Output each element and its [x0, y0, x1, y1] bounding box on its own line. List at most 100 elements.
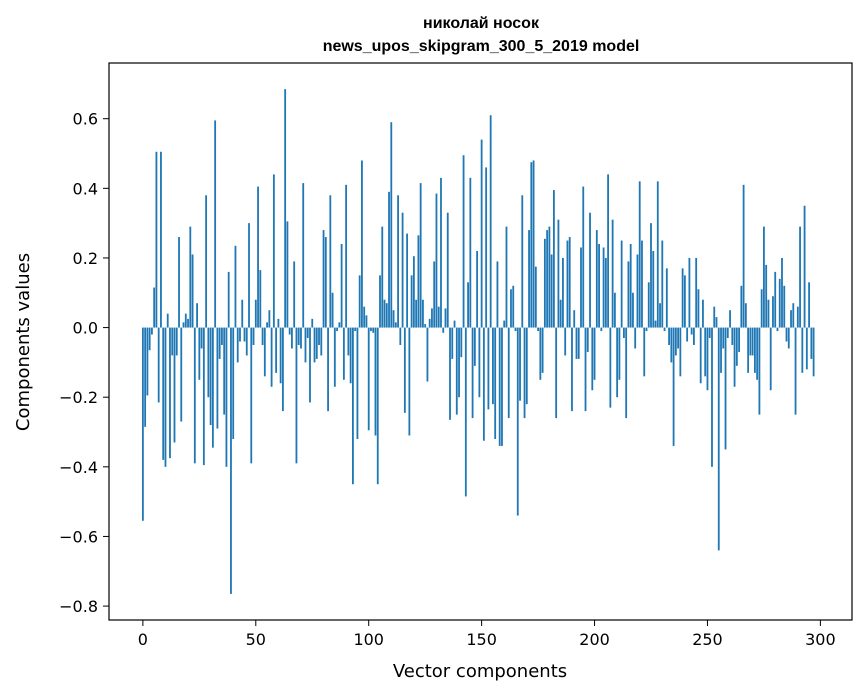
bar [184, 313, 187, 328]
y-tick-label: 0.2 [73, 249, 98, 268]
bar [632, 292, 634, 328]
bar [182, 322, 185, 328]
bar [433, 261, 436, 328]
bar [792, 303, 795, 328]
bar [309, 327, 311, 403]
y-axis-ticks: −0.8 −0.6 −0.4 −0.2 0.0 0.2 0.4 0.6 [59, 110, 109, 616]
bar [198, 327, 201, 380]
bar [424, 324, 427, 328]
bar [595, 230, 598, 328]
bar [609, 327, 612, 408]
bar [620, 240, 623, 328]
bar [659, 303, 661, 328]
bar [363, 306, 366, 328]
bar [747, 327, 750, 373]
bar [555, 327, 558, 419]
bar [711, 327, 713, 467]
bar [582, 186, 585, 328]
bar [435, 193, 438, 328]
bar [444, 308, 447, 328]
bar [625, 327, 628, 419]
bar [209, 327, 212, 426]
bar [160, 151, 162, 328]
bar [180, 327, 183, 422]
bars-group [141, 89, 815, 594]
bar [397, 195, 399, 328]
bar [537, 327, 539, 332]
bar [241, 299, 244, 328]
bar [552, 190, 555, 328]
bar [327, 327, 329, 412]
bar [189, 226, 192, 328]
bar [808, 282, 810, 328]
bar [688, 257, 691, 328]
bar [394, 322, 397, 328]
x-tick-label: 200 [579, 630, 610, 649]
bar [753, 327, 756, 373]
bar [166, 313, 169, 328]
bar [713, 306, 716, 328]
bar [485, 167, 488, 328]
bar [476, 250, 479, 328]
bar [408, 327, 411, 436]
bar [381, 226, 384, 328]
bar [643, 327, 646, 377]
bar [281, 327, 284, 412]
bar [361, 160, 363, 328]
bar [496, 261, 499, 328]
bar [340, 244, 343, 328]
bar [200, 327, 203, 349]
bar [584, 327, 587, 412]
bar [566, 240, 569, 328]
chart-title-line2: news_upos_skipgram_300_5_2019 model [323, 38, 640, 55]
bar [403, 327, 406, 413]
bar [218, 327, 221, 359]
bar [462, 155, 465, 328]
bar [248, 223, 250, 328]
bar [616, 327, 619, 398]
bar [546, 230, 549, 328]
bar [704, 327, 707, 377]
bar [726, 327, 729, 339]
bar [331, 292, 334, 328]
bar [629, 244, 632, 328]
bar [575, 327, 578, 359]
bar [697, 289, 700, 328]
bar [144, 327, 147, 427]
bar [525, 327, 528, 405]
bar [227, 271, 230, 328]
bar [356, 327, 359, 439]
bar [214, 120, 217, 328]
bar [171, 327, 174, 356]
bar [261, 327, 264, 345]
bar [722, 327, 725, 349]
bar [706, 327, 709, 391]
bar [148, 327, 151, 351]
bar [686, 327, 689, 342]
bar [270, 327, 273, 387]
bar [347, 327, 350, 356]
bar [272, 174, 275, 328]
bar [426, 327, 429, 382]
bar [480, 139, 483, 328]
bar [297, 327, 300, 345]
x-tick-label: 50 [246, 630, 266, 649]
bar [611, 219, 614, 328]
bar [252, 327, 255, 345]
bar [266, 322, 268, 328]
bar [221, 327, 223, 345]
x-tick-label: 0 [138, 630, 148, 649]
y-axis-label: Components values [13, 253, 34, 431]
bar [539, 327, 542, 380]
bar [778, 278, 781, 328]
bar [550, 254, 553, 328]
bar [478, 327, 481, 398]
bar [315, 327, 318, 359]
bar [796, 306, 799, 328]
bar [268, 310, 271, 328]
bar [372, 327, 375, 333]
bar [304, 327, 307, 363]
bar [618, 327, 621, 380]
bar [717, 327, 720, 551]
y-tick-label: 0.0 [73, 319, 98, 338]
